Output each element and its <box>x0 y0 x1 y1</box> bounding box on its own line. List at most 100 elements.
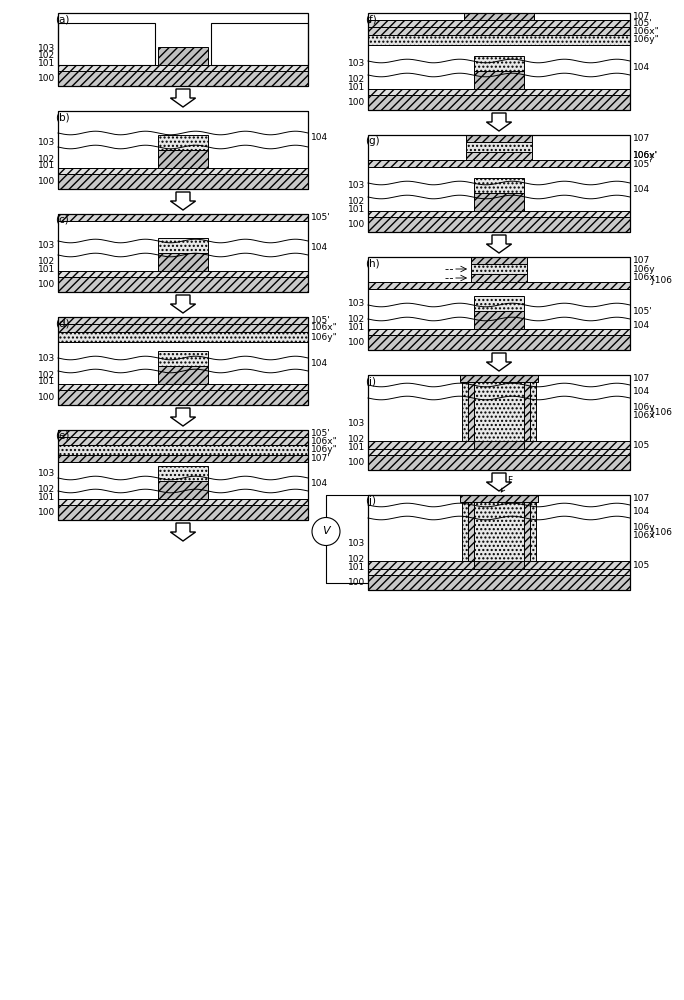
Bar <box>464 13 534 20</box>
Text: 101: 101 <box>38 161 55 170</box>
Text: (a): (a) <box>55 14 69 24</box>
Bar <box>58 23 155 65</box>
Bar <box>474 431 524 449</box>
Bar <box>368 13 630 110</box>
Polygon shape <box>486 473 512 491</box>
Bar <box>158 135 208 150</box>
Bar <box>58 499 308 505</box>
Bar <box>368 257 630 350</box>
Polygon shape <box>170 523 196 541</box>
Text: 106x': 106x' <box>633 151 658 160</box>
Text: 107': 107' <box>311 454 331 463</box>
Bar <box>158 481 208 499</box>
Text: (b): (b) <box>55 112 70 122</box>
Bar <box>468 382 474 441</box>
Bar <box>462 502 468 561</box>
Bar <box>368 441 630 449</box>
Bar <box>368 569 630 575</box>
Bar <box>530 502 536 561</box>
Text: 101: 101 <box>347 442 365 452</box>
Text: (j): (j) <box>365 496 376 506</box>
Text: 105': 105' <box>311 429 331 438</box>
Text: 102: 102 <box>38 257 55 266</box>
Bar <box>368 561 630 569</box>
Text: 100: 100 <box>347 458 365 467</box>
Bar <box>58 430 308 520</box>
Text: 107: 107 <box>633 494 650 503</box>
Polygon shape <box>170 408 196 426</box>
Bar <box>158 253 208 271</box>
Bar <box>58 317 308 324</box>
Bar <box>368 211 630 217</box>
Bar <box>58 324 308 332</box>
Bar <box>474 311 524 329</box>
Bar <box>58 111 308 189</box>
Text: (h): (h) <box>365 258 380 268</box>
Bar <box>368 282 630 289</box>
Bar <box>468 502 474 561</box>
Text: 102: 102 <box>348 76 365 85</box>
Bar <box>58 505 308 520</box>
Bar <box>368 95 630 110</box>
Bar <box>466 152 532 160</box>
Text: 103: 103 <box>38 241 55 250</box>
Bar <box>474 178 524 193</box>
Text: 102: 102 <box>348 436 365 444</box>
Bar <box>368 160 630 167</box>
Bar <box>368 135 630 232</box>
Bar <box>368 20 630 27</box>
Text: }106: }106 <box>650 275 673 284</box>
Text: 100: 100 <box>347 338 365 347</box>
Text: 101: 101 <box>347 322 365 332</box>
Bar <box>58 390 308 405</box>
Text: 100: 100 <box>38 508 55 517</box>
Bar <box>474 416 524 431</box>
Text: 106y": 106y" <box>311 332 338 342</box>
Text: 105': 105' <box>633 19 653 28</box>
Text: 101: 101 <box>347 205 365 214</box>
Text: 102: 102 <box>38 486 55 494</box>
Text: 106y": 106y" <box>311 446 338 454</box>
Text: 103: 103 <box>38 138 55 147</box>
Text: 104: 104 <box>633 508 650 516</box>
Text: 103: 103 <box>38 469 55 478</box>
Text: 107: 107 <box>633 256 650 265</box>
Bar <box>368 375 630 441</box>
Bar <box>524 382 530 441</box>
Bar <box>524 502 530 561</box>
Text: 104: 104 <box>633 184 650 194</box>
Bar <box>58 271 308 277</box>
Text: 107: 107 <box>633 134 650 143</box>
Text: (f): (f) <box>365 14 377 24</box>
Text: 100: 100 <box>347 578 365 587</box>
Bar <box>58 168 308 174</box>
Bar <box>368 45 630 89</box>
Text: 106x: 106x <box>633 411 656 420</box>
Text: 103: 103 <box>347 419 365 428</box>
Circle shape <box>312 518 340 546</box>
Bar <box>368 289 630 329</box>
Text: 102: 102 <box>38 154 55 163</box>
Bar <box>474 193 524 211</box>
Text: 103: 103 <box>38 354 55 363</box>
Bar <box>158 366 208 384</box>
Bar <box>368 282 630 289</box>
Bar <box>58 71 308 86</box>
Bar <box>368 575 630 590</box>
Bar <box>368 217 630 232</box>
Bar <box>474 296 524 311</box>
Text: 103: 103 <box>347 59 365 68</box>
Bar <box>58 65 308 71</box>
Text: 100: 100 <box>38 74 55 83</box>
Bar <box>474 56 524 71</box>
Bar <box>368 35 630 45</box>
Text: 104: 104 <box>311 360 328 368</box>
Text: 101: 101 <box>347 83 365 92</box>
Bar <box>460 375 538 382</box>
Text: 103: 103 <box>347 181 365 190</box>
Text: 104: 104 <box>311 133 328 142</box>
Text: 102: 102 <box>348 556 365 564</box>
Polygon shape <box>170 89 196 107</box>
Text: 106x": 106x" <box>633 26 660 35</box>
Text: 102: 102 <box>348 316 365 324</box>
